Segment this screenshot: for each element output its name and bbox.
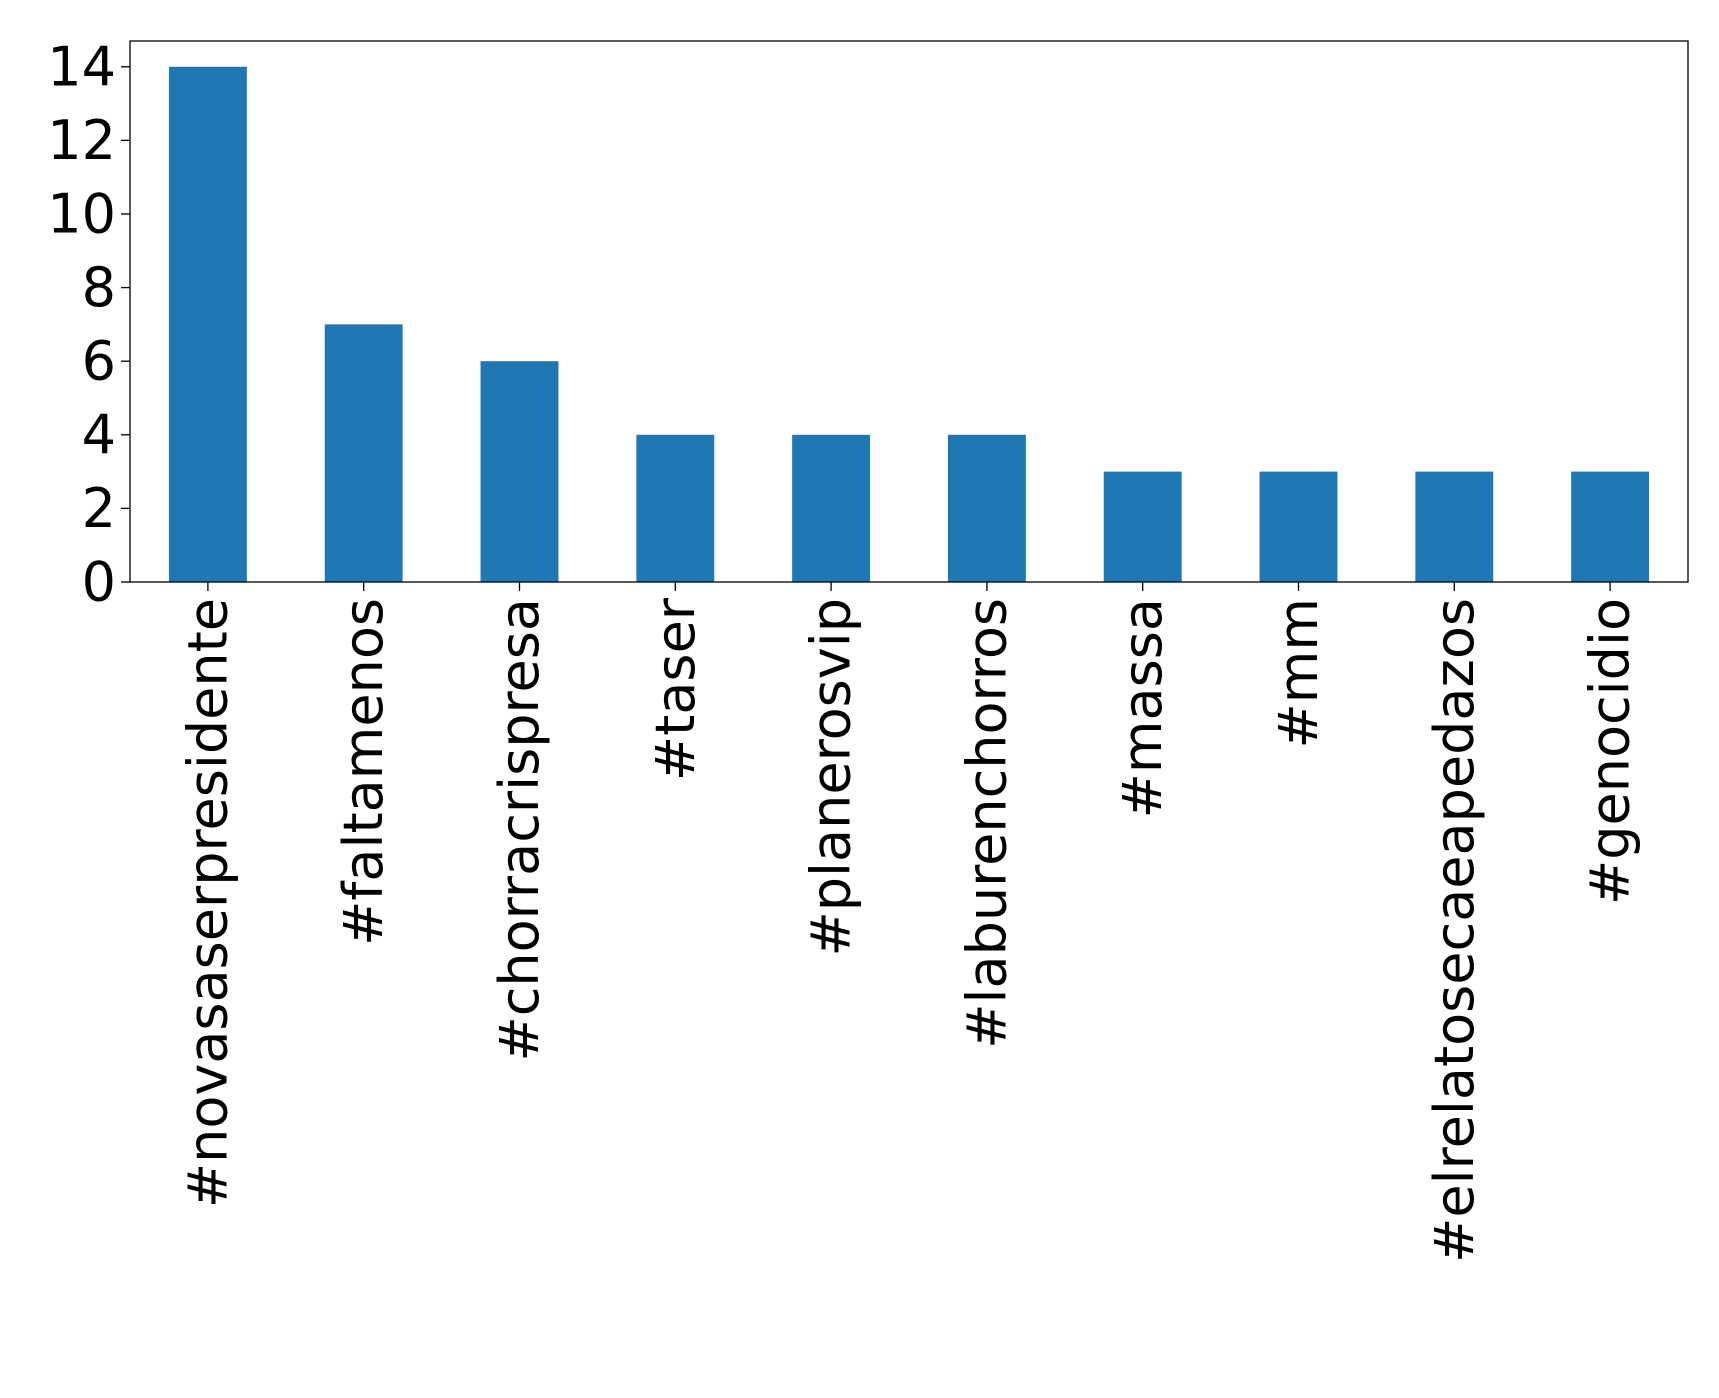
x-tick-label: #taser bbox=[644, 597, 707, 781]
y-tick-label: 2 bbox=[82, 477, 116, 540]
bar bbox=[636, 434, 715, 582]
bar bbox=[1415, 471, 1494, 582]
bar bbox=[1259, 471, 1338, 582]
y-tick-label: 10 bbox=[47, 182, 116, 245]
y-tick-label: 0 bbox=[82, 551, 116, 614]
x-tick-label: #laburenchorros bbox=[955, 598, 1018, 1049]
x-tick-label: #planerosvip bbox=[800, 598, 863, 957]
x-tick-label: #mm bbox=[1267, 598, 1330, 748]
y-tick-label: 8 bbox=[82, 256, 116, 319]
x-tick-label: #genocidio bbox=[1579, 598, 1642, 905]
y-tick-label: 6 bbox=[82, 330, 116, 393]
bar bbox=[168, 66, 247, 582]
bar bbox=[792, 434, 871, 582]
x-tick-label: #faltamenos bbox=[332, 598, 395, 946]
bar bbox=[480, 361, 559, 582]
x-axis: #novasaserpresidente #faltamenos #chorracr… bbox=[176, 582, 1642, 1263]
y-tick-label: 4 bbox=[82, 403, 116, 466]
y-tick-label: 14 bbox=[47, 35, 116, 98]
bar bbox=[1103, 471, 1182, 582]
x-tick-label: #novasaserpresidente bbox=[176, 598, 239, 1208]
bar bbox=[1571, 471, 1650, 582]
plot-frame bbox=[129, 40, 1689, 583]
bar bbox=[947, 434, 1026, 582]
x-tick-label: #chorracrispresa bbox=[488, 598, 551, 1062]
x-tick-label: #elrelatosecaeapedazos bbox=[1423, 598, 1486, 1263]
bars-group bbox=[168, 66, 1650, 582]
x-tick-label: #massa bbox=[1111, 598, 1174, 818]
y-axis: 0 2 4 6 8 10 12 14 bbox=[47, 35, 130, 614]
bar bbox=[324, 324, 403, 582]
y-tick-label: 12 bbox=[47, 109, 116, 172]
